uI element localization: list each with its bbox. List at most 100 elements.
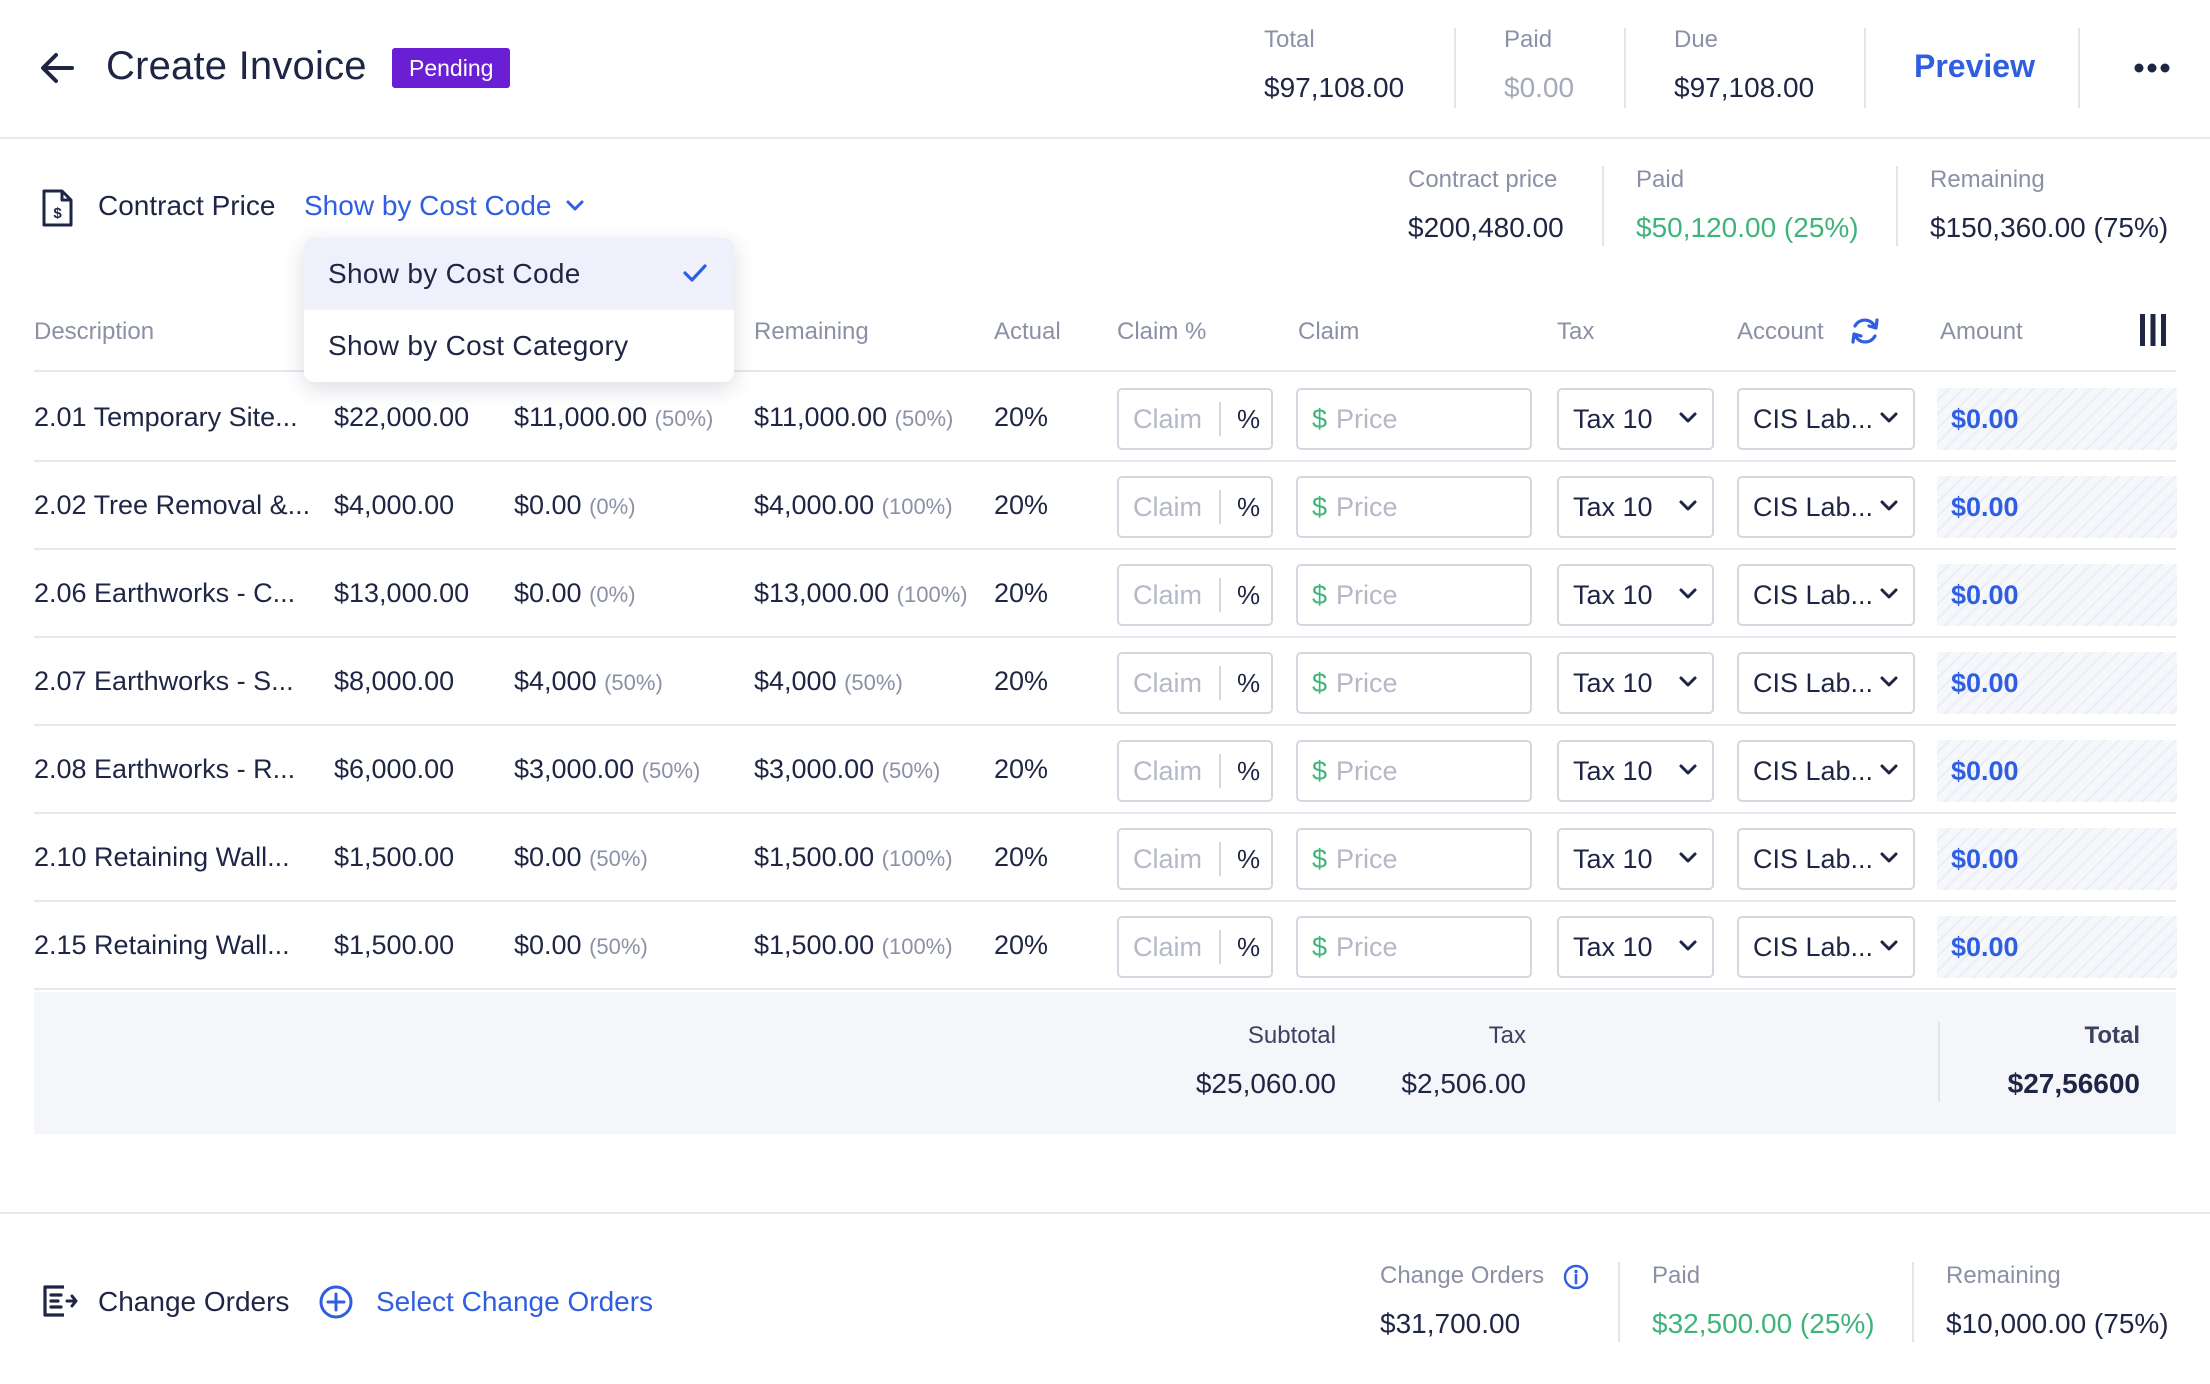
row-remaining: $4,000 (50%) bbox=[754, 638, 903, 724]
row-description: 2.02 Tree Removal &... bbox=[34, 490, 311, 520]
column-header-remaining: Remaining bbox=[754, 318, 869, 345]
row-paid-value: $4,000 bbox=[514, 666, 597, 696]
checkmark-icon bbox=[683, 264, 707, 282]
tax-select-value: Tax 10 bbox=[1573, 844, 1653, 874]
tax-select[interactable]: Tax 10 bbox=[1557, 564, 1714, 626]
account-select[interactable]: CIS Lab... bbox=[1737, 564, 1915, 626]
claim-price-input[interactable]: $ Price bbox=[1296, 652, 1532, 714]
percent-symbol: % bbox=[1237, 580, 1261, 610]
tax-select[interactable]: Tax 10 bbox=[1557, 476, 1714, 538]
section-divider bbox=[0, 1212, 2210, 1214]
header-stat-value: $97,108.00 bbox=[1264, 72, 1405, 103]
back-arrow-icon[interactable] bbox=[36, 46, 80, 90]
tax-select[interactable]: Tax 10 bbox=[1557, 916, 1714, 978]
row-amount: $0.00 bbox=[1937, 916, 2177, 978]
row-paid-value: $0.00 bbox=[514, 842, 582, 872]
claim-price-input[interactable]: $ Price bbox=[1296, 740, 1532, 802]
account-select[interactable]: CIS Lab... bbox=[1737, 652, 1915, 714]
row-actual: 20% bbox=[994, 578, 1049, 608]
tax-select[interactable]: Tax 10 bbox=[1557, 740, 1714, 802]
claim-price-input[interactable]: $ Price bbox=[1296, 388, 1532, 450]
claim-percent-input[interactable]: Claim% bbox=[1117, 740, 1273, 802]
add-circle-icon[interactable] bbox=[318, 1284, 354, 1320]
dropdown-option-cost-category[interactable]: Show by Cost Category bbox=[304, 310, 734, 382]
row-actual: 20% bbox=[994, 930, 1049, 960]
account-select-value: CIS Lab... bbox=[1753, 844, 1874, 874]
account-select-value: CIS Lab... bbox=[1753, 492, 1874, 522]
claim-percent-input[interactable]: Claim% bbox=[1117, 476, 1273, 538]
contract-stat-label: Remaining bbox=[1930, 166, 2045, 193]
change-orders-stat-value: $31,700.00 bbox=[1380, 1308, 1521, 1339]
row-description: 2.15 Retaining Wall... bbox=[34, 930, 290, 960]
info-icon[interactable] bbox=[1563, 1264, 1589, 1290]
account-select-value: CIS Lab... bbox=[1753, 668, 1874, 698]
claim-price-input[interactable]: $ Price bbox=[1296, 916, 1532, 978]
change-orders-stat-paid: Paid $32,500.00 (25%) bbox=[1652, 1262, 1875, 1340]
claim-percent-input[interactable]: Claim% bbox=[1117, 564, 1273, 626]
header-stat-paid: Paid $0.00 bbox=[1504, 26, 1574, 104]
claim-price-input[interactable]: $ Price bbox=[1296, 564, 1532, 626]
column-header-actual: Actual bbox=[994, 318, 1061, 345]
input-separator bbox=[1219, 490, 1221, 524]
row-remaining-percent: (50%) bbox=[844, 670, 903, 695]
change-orders-stat-remaining: Remaining $10,000.00 (75%) bbox=[1946, 1262, 2169, 1340]
account-select[interactable]: CIS Lab... bbox=[1737, 916, 1915, 978]
row-remaining-value: $13,000.00 bbox=[754, 578, 890, 608]
account-select[interactable]: CIS Lab... bbox=[1737, 388, 1915, 450]
refresh-icon[interactable] bbox=[1848, 314, 1882, 348]
tax-select[interactable]: Tax 10 bbox=[1557, 652, 1714, 714]
claim-price-input[interactable]: $ Price bbox=[1296, 476, 1532, 538]
claim-percent-input[interactable]: Claim% bbox=[1117, 916, 1273, 978]
more-options-icon[interactable] bbox=[2132, 56, 2172, 80]
view-mode-select[interactable]: Show by Cost Code bbox=[304, 190, 585, 222]
column-header-tax: Tax bbox=[1557, 318, 1595, 345]
table-row: 2.07 Earthworks - S... $8,000.00 $4,000 (5… bbox=[34, 638, 2177, 726]
claim-percent-input[interactable]: Claim% bbox=[1117, 388, 1273, 450]
contract-stat-label: Contract price bbox=[1408, 166, 1558, 193]
claim-percent-input[interactable]: Claim% bbox=[1117, 652, 1273, 714]
chevron-down-icon bbox=[1679, 500, 1697, 511]
column-header-claim-percent: Claim % bbox=[1117, 318, 1207, 345]
input-separator bbox=[1219, 842, 1221, 876]
claim-price-input[interactable]: $ Price bbox=[1296, 828, 1532, 890]
change-orders-stat-value: $32,500.00 (25%) bbox=[1652, 1308, 1875, 1339]
price-placeholder: Price bbox=[1336, 756, 1398, 786]
divider bbox=[1912, 1262, 1914, 1342]
currency-symbol: $ bbox=[1312, 932, 1328, 962]
row-remaining-percent: (100%) bbox=[881, 934, 953, 959]
row-description: 2.06 Earthworks - C... bbox=[34, 578, 296, 608]
account-select-value: CIS Lab... bbox=[1753, 932, 1874, 962]
chevron-down-icon bbox=[1880, 500, 1898, 511]
page-title: Create Invoice bbox=[106, 44, 367, 88]
price-placeholder: Price bbox=[1336, 844, 1398, 874]
row-remaining-percent: (50%) bbox=[881, 758, 941, 783]
account-select[interactable]: CIS Lab... bbox=[1737, 740, 1915, 802]
divider bbox=[2078, 28, 2080, 108]
change-orders-stat-label: Remaining bbox=[1946, 1262, 2061, 1289]
claim-percent-input[interactable]: Claim% bbox=[1117, 828, 1273, 890]
status-badge: Pending bbox=[392, 48, 511, 88]
select-change-orders-button[interactable]: Select Change Orders bbox=[376, 1286, 654, 1317]
percent-symbol: % bbox=[1237, 404, 1261, 434]
tax-select[interactable]: Tax 10 bbox=[1557, 388, 1714, 450]
columns-settings-icon[interactable] bbox=[2138, 312, 2168, 348]
dropdown-option-cost-code[interactable]: Show by Cost Code bbox=[304, 238, 734, 310]
account-select[interactable]: CIS Lab... bbox=[1737, 476, 1915, 538]
row-amount-value: $0.00 bbox=[1951, 756, 2019, 786]
price-placeholder: Price bbox=[1336, 580, 1398, 610]
subtotal-value: $25,060.00 bbox=[1195, 1068, 1336, 1099]
tax-select[interactable]: Tax 10 bbox=[1557, 828, 1714, 890]
row-paid-percent: (0%) bbox=[589, 582, 636, 607]
page-header: Create Invoice Pending Total $97,108.00 … bbox=[0, 0, 2210, 139]
chevron-down-icon bbox=[1679, 588, 1697, 599]
account-select[interactable]: CIS Lab... bbox=[1737, 828, 1915, 890]
dropdown-option-label: Show by Cost Code bbox=[328, 258, 581, 289]
header-stat-value: $97,108.00 bbox=[1674, 72, 1815, 103]
row-paid: $0.00 (50%) bbox=[514, 902, 648, 988]
row-remaining-value: $3,000.00 bbox=[754, 754, 875, 784]
view-mode-value: Show by Cost Code bbox=[304, 190, 552, 221]
divider bbox=[1896, 166, 1898, 246]
preview-button[interactable]: Preview bbox=[1914, 48, 2035, 84]
divider bbox=[1454, 28, 1456, 108]
column-header-amount: Amount bbox=[1940, 318, 2023, 345]
